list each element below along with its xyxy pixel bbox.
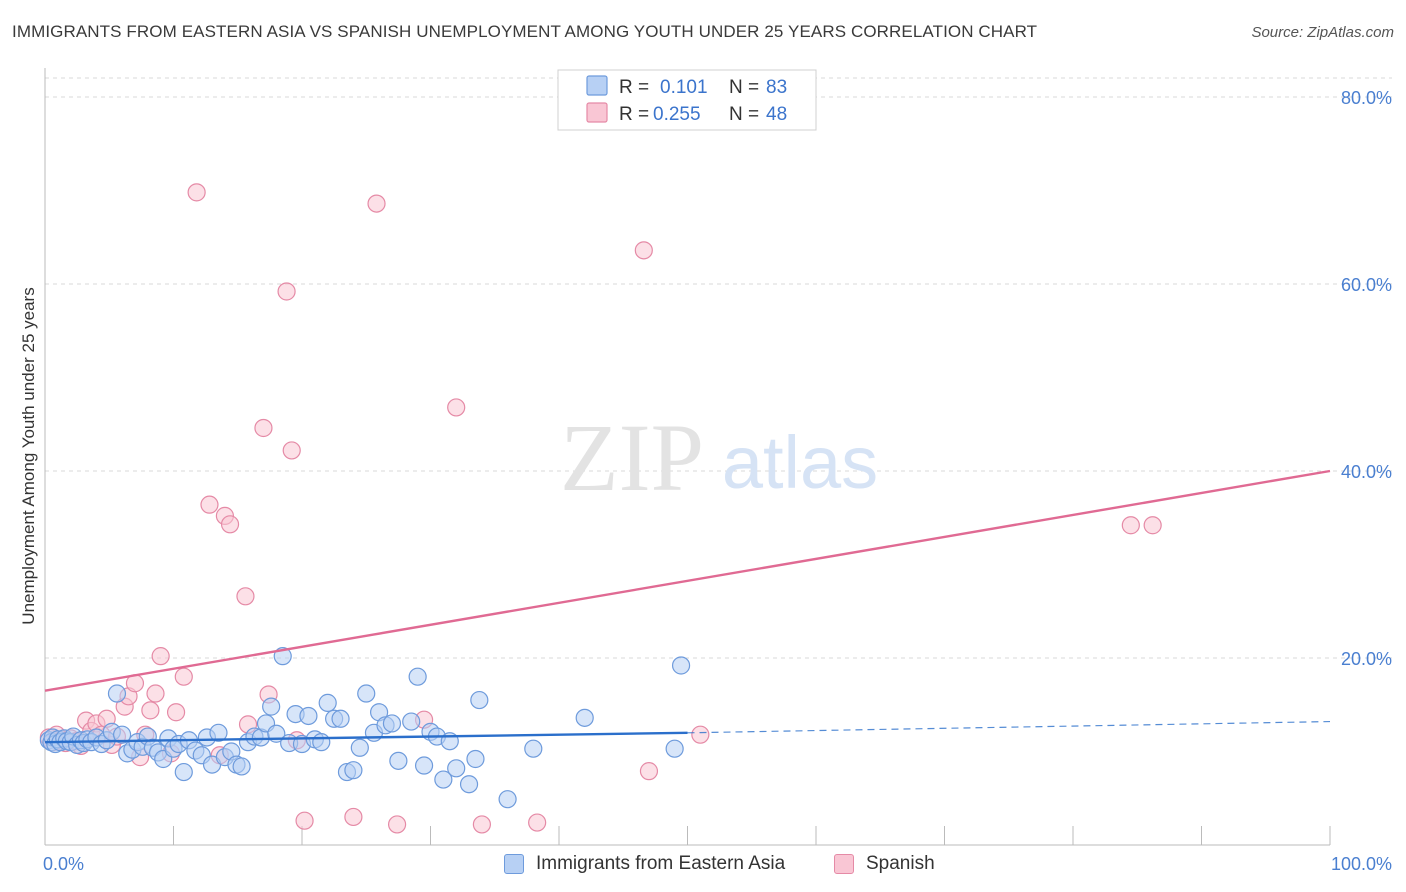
eastern-asia-point-75	[447, 759, 466, 778]
spanish-point-39	[344, 807, 363, 827]
spanish-point-26	[187, 183, 206, 202]
eastern-asia-point-81	[575, 708, 594, 727]
y-axis-label: Unemployment Among Youth under 25 years	[19, 287, 38, 624]
legend-r-value-1: 0.101	[660, 77, 708, 98]
trend-lines	[44, 469, 1331, 744]
spanish-point-44	[472, 815, 491, 834]
spanish-point-47	[639, 762, 659, 781]
legend-label-spanish: Spanish	[866, 853, 935, 874]
eastern-asia-point-77	[466, 749, 485, 769]
eastern-asia-point-76	[459, 775, 479, 794]
spanish-point-43	[447, 398, 466, 417]
eastern-asia-point-78	[470, 690, 489, 710]
chart-source: Source: ZipAtlas.com	[1251, 24, 1394, 41]
eastern-asia-point-56	[318, 693, 337, 712]
spanish-point-25	[174, 667, 193, 686]
watermark-atlas: atlas	[722, 421, 878, 504]
legend-label-eastern-asia: Immigrants from Eastern Asia	[536, 853, 786, 874]
spanish-point-27	[200, 495, 219, 514]
eastern-asia-point-73	[434, 770, 453, 789]
eastern-asia-point-58	[331, 709, 350, 728]
spanish-trend-line	[44, 469, 1331, 692]
legend-top: R = 0.101 N = 83 R = 0.255 N = 48	[557, 69, 817, 131]
eastern-asia-point-55	[312, 733, 331, 752]
eastern-asia-points	[39, 647, 691, 809]
eastern-asia-point-61	[350, 738, 369, 757]
eastern-asia-point-66	[382, 714, 402, 733]
tick-labels: 20.0% 40.0% 60.0% 80.0% 0.0% 100.0%	[43, 88, 1392, 874]
spanish-point-24	[166, 703, 186, 722]
legend-r-value-2: 0.255	[653, 104, 701, 125]
eastern-asia-point-38	[209, 723, 228, 742]
legend-n-label-2: N =	[729, 104, 759, 125]
spanish-point-31	[236, 587, 255, 606]
spanish-point-50	[1143, 516, 1162, 535]
legend-swatch-pink	[586, 102, 608, 123]
legend-r-label-1: R =	[619, 77, 649, 98]
spanish-point-48	[691, 725, 710, 744]
eastern-asia-point-32	[174, 762, 193, 782]
spanish-point-35	[277, 282, 296, 301]
eastern-asia-point-53	[299, 706, 318, 726]
eastern-asia-point-83	[671, 656, 691, 675]
eastern-asia-point-19	[107, 684, 127, 703]
chart-title: IMMIGRANTS FROM EASTERN ASIA VS SPANISH …	[12, 22, 1038, 41]
spanish-point-38	[295, 811, 314, 830]
spanish-point-33	[254, 418, 273, 438]
spanish-point-30	[220, 515, 240, 534]
y-tick-label-60: 60.0%	[1341, 275, 1392, 295]
legend-item-spanish[interactable]: Spanish	[834, 853, 935, 875]
y-tick-label-80: 80.0%	[1341, 88, 1392, 108]
eastern-asia-point-20	[112, 725, 132, 744]
spanish-point-49	[1121, 516, 1140, 535]
y-tick-label-20: 20.0%	[1341, 649, 1392, 669]
eastern-asia-point-82	[665, 739, 684, 758]
x-tick-label-min: 0.0%	[43, 854, 84, 874]
eastern-asia-point-79	[498, 790, 517, 809]
legend-item-eastern-asia[interactable]: Immigrants from Eastern Asia	[504, 853, 785, 875]
spanish-point-22	[151, 647, 170, 666]
legend-swatch-spanish	[834, 854, 854, 874]
spanish-point-41	[387, 815, 407, 834]
spanish-point-45	[528, 813, 547, 832]
watermark: ZIP atlas	[560, 404, 878, 511]
eastern-asia-point-80	[524, 739, 543, 758]
legend-n-label-1: N =	[729, 77, 759, 98]
y-tick-label-40: 40.0%	[1341, 462, 1392, 482]
eastern-asia-trend-extension	[687, 720, 1331, 734]
spanish-point-21	[146, 684, 165, 703]
legend-swatch-blue	[586, 75, 608, 96]
spanish-point-36	[282, 441, 301, 460]
eastern-asia-point-47	[262, 697, 281, 716]
eastern-asia-point-42	[232, 757, 251, 776]
eastern-asia-point-67	[389, 751, 408, 770]
grid-layer	[45, 77, 1392, 659]
legend-bottom: Immigrants from Eastern Asia Spanish	[0, 851, 1406, 879]
spanish-point-20	[141, 701, 160, 720]
spanish-point-46	[634, 241, 653, 260]
x-tick-label-max: 100.0%	[1331, 854, 1392, 874]
spanish-point-40	[367, 194, 386, 213]
legend-r-label-2: R =	[619, 104, 649, 125]
eastern-asia-point-60	[344, 761, 363, 780]
legend-n-value-1: 83	[766, 77, 787, 98]
watermark-zip: ZIP	[560, 404, 704, 511]
eastern-asia-point-69	[408, 667, 427, 686]
eastern-asia-point-68	[402, 712, 421, 731]
eastern-asia-trend-line	[44, 731, 688, 744]
legend-n-value-2: 48	[766, 104, 787, 125]
legend-swatch-eastern-asia	[504, 854, 524, 874]
eastern-asia-point-70	[414, 756, 434, 775]
eastern-asia-point-62	[357, 684, 376, 703]
